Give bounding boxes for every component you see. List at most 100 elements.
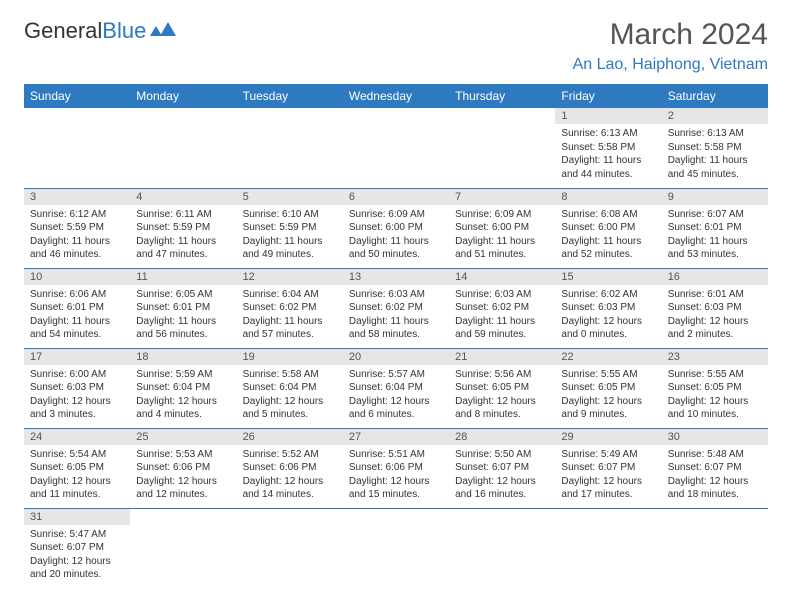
day-number: 5 bbox=[237, 189, 343, 205]
logo: GeneralBlue bbox=[24, 18, 176, 44]
title-block: March 2024 An Lao, Haiphong, Vietnam bbox=[573, 18, 768, 74]
day-number: 25 bbox=[130, 429, 236, 445]
sunset-text: Sunset: 6:01 PM bbox=[30, 301, 124, 315]
calendar-row: 17Sunrise: 6:00 AMSunset: 6:03 PMDayligh… bbox=[24, 348, 768, 428]
sunset-text: Sunset: 6:02 PM bbox=[349, 301, 443, 315]
sunset-text: Sunset: 6:06 PM bbox=[136, 461, 230, 475]
day-number: 3 bbox=[24, 189, 130, 205]
empty-day-cell bbox=[343, 508, 449, 587]
sunrise-text: Sunrise: 5:51 AM bbox=[349, 448, 443, 462]
day-number: 9 bbox=[662, 189, 768, 205]
sunset-text: Sunset: 6:01 PM bbox=[136, 301, 230, 315]
day-details: Sunrise: 6:03 AMSunset: 6:02 PMDaylight:… bbox=[449, 285, 555, 347]
daylight-text: Daylight: 12 hours and 0 minutes. bbox=[561, 315, 655, 342]
sunrise-text: Sunrise: 6:08 AM bbox=[561, 208, 655, 222]
daylight-text: Daylight: 11 hours and 51 minutes. bbox=[455, 235, 549, 262]
day-details: Sunrise: 5:49 AMSunset: 6:07 PMDaylight:… bbox=[555, 445, 661, 507]
day-details: Sunrise: 5:55 AMSunset: 6:05 PMDaylight:… bbox=[555, 365, 661, 427]
day-details: Sunrise: 6:08 AMSunset: 6:00 PMDaylight:… bbox=[555, 205, 661, 267]
sunrise-text: Sunrise: 6:10 AM bbox=[243, 208, 337, 222]
day-cell: 5Sunrise: 6:10 AMSunset: 5:59 PMDaylight… bbox=[237, 188, 343, 268]
sunrise-text: Sunrise: 5:49 AM bbox=[561, 448, 655, 462]
day-details: Sunrise: 6:13 AMSunset: 5:58 PMDaylight:… bbox=[555, 124, 661, 186]
day-cell: 24Sunrise: 5:54 AMSunset: 6:05 PMDayligh… bbox=[24, 428, 130, 508]
empty-day-cell bbox=[555, 508, 661, 587]
weekday-header: Sunday bbox=[24, 84, 130, 108]
daylight-text: Daylight: 11 hours and 49 minutes. bbox=[243, 235, 337, 262]
calendar-table: Sunday Monday Tuesday Wednesday Thursday… bbox=[24, 84, 768, 587]
daylight-text: Daylight: 11 hours and 58 minutes. bbox=[349, 315, 443, 342]
day-cell: 21Sunrise: 5:56 AMSunset: 6:05 PMDayligh… bbox=[449, 348, 555, 428]
day-cell: 9Sunrise: 6:07 AMSunset: 6:01 PMDaylight… bbox=[662, 188, 768, 268]
calendar-row: 10Sunrise: 6:06 AMSunset: 6:01 PMDayligh… bbox=[24, 268, 768, 348]
day-cell: 25Sunrise: 5:53 AMSunset: 6:06 PMDayligh… bbox=[130, 428, 236, 508]
day-number: 23 bbox=[662, 349, 768, 365]
day-number: 31 bbox=[24, 509, 130, 525]
day-cell: 31Sunrise: 5:47 AMSunset: 6:07 PMDayligh… bbox=[24, 508, 130, 587]
day-cell: 7Sunrise: 6:09 AMSunset: 6:00 PMDaylight… bbox=[449, 188, 555, 268]
sunrise-text: Sunrise: 6:01 AM bbox=[668, 288, 762, 302]
empty-day-cell bbox=[130, 108, 236, 188]
sunrise-text: Sunrise: 6:12 AM bbox=[30, 208, 124, 222]
day-number: 15 bbox=[555, 269, 661, 285]
daylight-text: Daylight: 12 hours and 6 minutes. bbox=[349, 395, 443, 422]
sunrise-text: Sunrise: 6:00 AM bbox=[30, 368, 124, 382]
calendar-row: 1Sunrise: 6:13 AMSunset: 5:58 PMDaylight… bbox=[24, 108, 768, 188]
daylight-text: Daylight: 11 hours and 52 minutes. bbox=[561, 235, 655, 262]
day-details: Sunrise: 6:13 AMSunset: 5:58 PMDaylight:… bbox=[662, 124, 768, 186]
sunrise-text: Sunrise: 5:48 AM bbox=[668, 448, 762, 462]
calendar-row: 3 Sunrise: 6:12 AM Sunset: 5:59 PM Daylight… bbox=[24, 188, 768, 268]
sunset-text: Sunset: 6:05 PM bbox=[561, 381, 655, 395]
flag-icon bbox=[150, 18, 176, 44]
sunset-text: Sunset: 6:07 PM bbox=[561, 461, 655, 475]
daylight-text: Daylight: 11 hours and 54 minutes. bbox=[30, 315, 124, 342]
day-cell: 30Sunrise: 5:48 AMSunset: 6:07 PMDayligh… bbox=[662, 428, 768, 508]
day-cell: 22Sunrise: 5:55 AMSunset: 6:05 PMDayligh… bbox=[555, 348, 661, 428]
sunrise-text: Sunrise: 6:11 AM bbox=[136, 208, 230, 222]
day-details: Sunrise: 5:57 AMSunset: 6:04 PMDaylight:… bbox=[343, 365, 449, 427]
day-number: 14 bbox=[449, 269, 555, 285]
sunset-text: Sunset: 6:07 PM bbox=[30, 541, 124, 555]
sunset-text: Sunset: 6:04 PM bbox=[349, 381, 443, 395]
day-details: Sunrise: 5:59 AMSunset: 6:04 PMDaylight:… bbox=[130, 365, 236, 427]
sunset-text: Sunset: 6:04 PM bbox=[136, 381, 230, 395]
daylight-text: Daylight: 11 hours and 56 minutes. bbox=[136, 315, 230, 342]
daylight-text: Daylight: 11 hours and 50 minutes. bbox=[349, 235, 443, 262]
sunset-text: Sunset: 6:03 PM bbox=[30, 381, 124, 395]
sunrise-text: Sunrise: 6:04 AM bbox=[243, 288, 337, 302]
sunrise-text: Sunrise: 6:09 AM bbox=[349, 208, 443, 222]
sunset-text: Sunset: 6:05 PM bbox=[668, 381, 762, 395]
day-number: 6 bbox=[343, 189, 449, 205]
daylight-text: Daylight: 12 hours and 14 minutes. bbox=[243, 475, 337, 502]
day-number: 21 bbox=[449, 349, 555, 365]
day-details: Sunrise: 6:06 AMSunset: 6:01 PMDaylight:… bbox=[24, 285, 130, 347]
day-cell: 16Sunrise: 6:01 AMSunset: 6:03 PMDayligh… bbox=[662, 268, 768, 348]
sunrise-text: Sunrise: 5:55 AM bbox=[561, 368, 655, 382]
weekday-header-row: Sunday Monday Tuesday Wednesday Thursday… bbox=[24, 84, 768, 108]
day-number: 30 bbox=[662, 429, 768, 445]
day-cell: 12Sunrise: 6:04 AMSunset: 6:02 PMDayligh… bbox=[237, 268, 343, 348]
day-cell: 26Sunrise: 5:52 AMSunset: 6:06 PMDayligh… bbox=[237, 428, 343, 508]
day-cell: 29Sunrise: 5:49 AMSunset: 6:07 PMDayligh… bbox=[555, 428, 661, 508]
logo-text-general: General bbox=[24, 18, 102, 44]
daylight-text: Daylight: 12 hours and 16 minutes. bbox=[455, 475, 549, 502]
day-cell: 23Sunrise: 5:55 AMSunset: 6:05 PMDayligh… bbox=[662, 348, 768, 428]
day-details: Sunrise: 5:52 AMSunset: 6:06 PMDaylight:… bbox=[237, 445, 343, 507]
day-details: Sunrise: 5:50 AMSunset: 6:07 PMDaylight:… bbox=[449, 445, 555, 507]
daylight-text: Daylight: 11 hours and 46 minutes. bbox=[30, 235, 124, 262]
day-details: Sunrise: 5:53 AMSunset: 6:06 PMDaylight:… bbox=[130, 445, 236, 507]
empty-day-cell bbox=[237, 108, 343, 188]
sunset-text: Sunset: 6:03 PM bbox=[668, 301, 762, 315]
day-details: Sunrise: 6:00 AMSunset: 6:03 PMDaylight:… bbox=[24, 365, 130, 427]
daylight-text: Daylight: 11 hours and 45 minutes. bbox=[668, 154, 762, 181]
empty-day-cell bbox=[449, 508, 555, 587]
daylight-text: Daylight: 11 hours and 59 minutes. bbox=[455, 315, 549, 342]
empty-day-cell bbox=[237, 508, 343, 587]
sunset-text: Sunset: 6:03 PM bbox=[561, 301, 655, 315]
sunset-text: Sunset: 6:05 PM bbox=[30, 461, 124, 475]
sunset-text: Sunset: 5:59 PM bbox=[136, 221, 230, 235]
weekday-header: Wednesday bbox=[343, 84, 449, 108]
day-cell: 10Sunrise: 6:06 AMSunset: 6:01 PMDayligh… bbox=[24, 268, 130, 348]
sunset-text: Sunset: 6:05 PM bbox=[455, 381, 549, 395]
month-title: March 2024 bbox=[573, 18, 768, 52]
